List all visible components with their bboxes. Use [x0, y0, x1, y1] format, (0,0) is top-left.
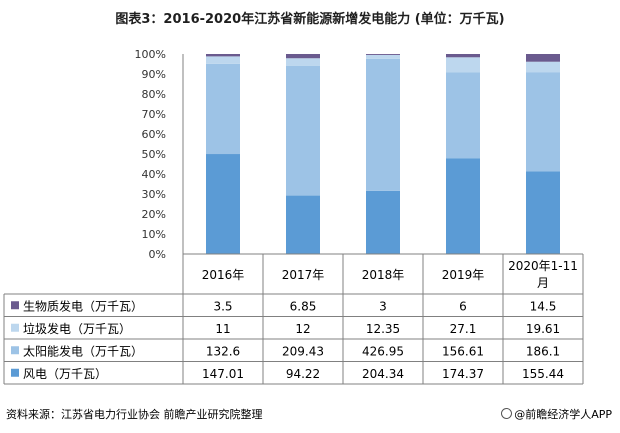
legend-label: 生物质发电（万千瓦）	[23, 298, 143, 313]
x-category-label: 2020年1-11	[508, 259, 578, 273]
data-table-value: 147.01	[202, 367, 244, 381]
data-table-value: 6	[459, 299, 467, 313]
y-tick-label: 20%	[142, 208, 166, 221]
y-tick-label: 60%	[142, 128, 166, 141]
chart-title: 图表3：2016-2020年江苏省新能源新增发电能力 (单位：万千瓦)	[115, 12, 505, 27]
bar-segment-garbage	[286, 58, 320, 66]
bar-segment-wind	[286, 195, 320, 254]
legend-label: 风电（万千瓦）	[23, 367, 107, 381]
y-tick-label: 80%	[142, 88, 166, 101]
bar-segment-solar	[526, 72, 560, 172]
legend-label: 太阳能发电（万千瓦）	[23, 343, 143, 358]
bar-segment-bio	[366, 54, 400, 55]
data-table-value: 12.35	[366, 322, 400, 336]
bar-segment-garbage	[366, 54, 400, 59]
legend-swatch-wind	[11, 368, 19, 377]
x-category-label: 2019年	[442, 268, 485, 282]
bar-segment-bio	[206, 54, 240, 57]
legend-swatch-solar	[11, 346, 19, 355]
y-tick-label: 30%	[142, 188, 166, 201]
y-tick-label: 10%	[142, 228, 166, 241]
x-category-label: 2018年	[362, 268, 405, 282]
bar-segment-bio	[526, 54, 560, 62]
bar-segment-garbage	[526, 61, 560, 73]
legend-label: 垃圾发电（万千瓦）	[23, 321, 131, 336]
brand-label: @前瞻经济学人APP	[514, 408, 612, 421]
bar-segment-solar	[286, 65, 320, 196]
bar-segment-wind	[446, 158, 480, 254]
data-table-value: 174.37	[442, 367, 484, 381]
y-tick-label: 100%	[135, 48, 166, 61]
bar-segment-solar	[206, 63, 240, 155]
data-table-value: 12	[295, 322, 310, 336]
bar-segment-bio	[446, 54, 480, 58]
bar-segment-solar	[366, 58, 400, 191]
y-tick-label: 0%	[149, 248, 166, 261]
x-category-label: 月	[537, 276, 549, 290]
bar-segment-wind	[206, 154, 240, 254]
data-table-value: 3.5	[213, 299, 232, 313]
y-tick-label: 70%	[142, 108, 166, 121]
legend-swatch-garbage	[11, 323, 19, 332]
data-table-value: 27.1	[450, 322, 477, 336]
y-tick-label: 50%	[142, 148, 166, 161]
legend-swatch-bio	[11, 301, 19, 310]
bar-segment-bio	[286, 54, 320, 59]
data-table-value: 94.22	[286, 367, 320, 381]
y-tick-label: 40%	[142, 168, 166, 181]
bar-segment-garbage	[446, 57, 480, 73]
bar-segment-solar	[446, 72, 480, 159]
data-table-value: 19.61	[526, 322, 560, 336]
data-table-value: 155.44	[522, 367, 564, 381]
x-category-label: 2016年	[202, 268, 245, 282]
bar-segment-wind	[526, 171, 560, 254]
x-category-label: 2017年	[282, 268, 325, 282]
data-table-value: 186.1	[526, 344, 560, 358]
data-table-value: 11	[215, 322, 230, 336]
stacked-bar-chart: 0% 10% 20% 30% 40% 50% 60% 70% 80% 90% 100% 2016年 20…	[3, 48, 584, 385]
data-table-value: 3	[379, 299, 387, 313]
data-table-value: 6.85	[290, 299, 317, 313]
brand-logo-icon	[501, 408, 513, 419]
data-table-value: 14.5	[530, 299, 557, 313]
data-table-value: 156.61	[442, 344, 484, 358]
y-tick-label: 90%	[142, 68, 166, 81]
data-table-value: 426.95	[362, 344, 404, 358]
data-table-value: 132.6	[206, 344, 240, 358]
bar-segment-wind	[366, 190, 400, 254]
bar-segment-garbage	[206, 56, 240, 64]
brand-credit: @前瞻经济学人APP	[501, 406, 612, 422]
source-note: 资料来源：江苏省电力行业协会 前瞻产业研究院整理	[6, 408, 263, 421]
data-table-value: 204.34	[362, 367, 404, 381]
data-table-value: 209.43	[282, 344, 324, 358]
